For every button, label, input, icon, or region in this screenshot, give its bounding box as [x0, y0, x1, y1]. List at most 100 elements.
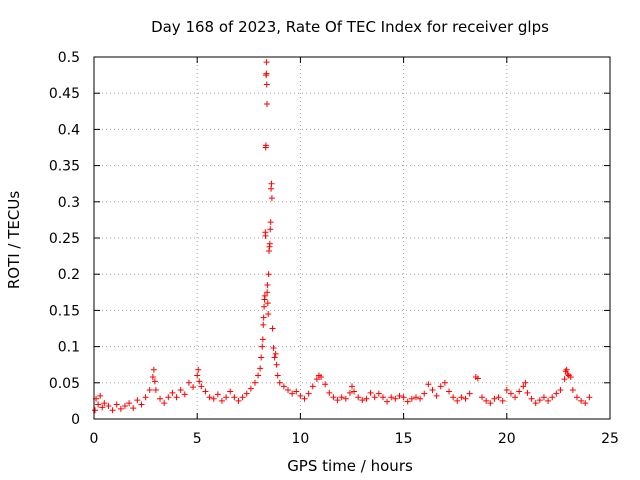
data-point: [185, 379, 192, 386]
data-point: [99, 404, 106, 411]
data-point: [309, 383, 316, 390]
data-point: [567, 374, 574, 381]
data-point: [351, 388, 358, 395]
data-point: [165, 394, 172, 401]
y-axis-label: ROTI / TECUs: [5, 191, 23, 289]
data-point: [507, 390, 514, 397]
data-point: [359, 397, 366, 404]
data-point: [326, 389, 333, 396]
grid-lines: [94, 57, 610, 419]
data-point: [367, 389, 374, 396]
data-point: [198, 383, 205, 390]
data-point: [151, 378, 158, 385]
data-point: [417, 395, 424, 402]
data-point: [274, 372, 281, 379]
data-point: [260, 321, 267, 328]
data-point: [342, 395, 349, 402]
data-point: [334, 397, 341, 404]
data-point: [458, 394, 465, 401]
data-point: [450, 394, 457, 401]
data-point: [134, 397, 141, 404]
data-point: [313, 376, 320, 383]
data-point: [437, 383, 444, 390]
data-point: [495, 394, 502, 401]
data-point: [190, 384, 197, 391]
data-point: [152, 387, 159, 394]
data-point: [138, 401, 145, 408]
data-point: [563, 366, 570, 373]
data-point: [262, 142, 269, 149]
data-point: [553, 390, 560, 397]
data-point: [400, 394, 407, 401]
data-point: [545, 397, 552, 404]
data-point: [479, 394, 486, 401]
data-point: [268, 185, 275, 192]
data-point: [92, 407, 99, 414]
data-point: [101, 400, 108, 407]
data-point: [573, 394, 580, 401]
y-tick-label: 0.45: [49, 86, 80, 102]
data-point: [121, 402, 128, 409]
y-tick-label: 0.3: [58, 195, 80, 211]
data-point: [536, 397, 543, 404]
data-point: [578, 397, 585, 404]
data-point: [206, 394, 213, 401]
data-point: [259, 343, 266, 350]
axis-ticks: [93, 56, 611, 420]
data-point: [105, 402, 112, 409]
data-point: [392, 395, 399, 402]
data-point: [263, 101, 270, 108]
data-point: [272, 350, 279, 357]
data-point: [235, 397, 242, 404]
y-tick-label: 0.15: [49, 303, 80, 319]
data-point: [429, 387, 436, 394]
y-tick-label: 0.4: [58, 122, 80, 138]
y-tick-label: 0.1: [58, 340, 80, 356]
data-point: [262, 232, 269, 239]
data-point: [404, 398, 411, 405]
data-point: [474, 375, 481, 382]
data-point: [214, 391, 221, 398]
data-point: [239, 394, 246, 401]
data-point: [259, 336, 266, 343]
data-point: [363, 395, 370, 402]
data-point: [113, 401, 120, 408]
data-point: [231, 394, 238, 401]
data-point: [157, 395, 164, 402]
data-point: [349, 383, 355, 390]
data-point: [142, 394, 149, 401]
x-tick-label: 20: [498, 431, 516, 447]
data-point: [375, 390, 382, 397]
y-tick-label: 0.25: [49, 231, 80, 247]
data-point: [263, 70, 270, 77]
data-point: [196, 378, 203, 385]
data-point: [202, 388, 209, 395]
data-point: [322, 381, 329, 388]
data-point: [97, 392, 104, 399]
x-axis-label: GPS time / hours: [287, 457, 413, 475]
data-point: [146, 387, 153, 394]
chart-title: Day 168 of 2023, Rate Of TEC Index for r…: [151, 18, 549, 36]
data-point: [161, 400, 168, 407]
data-point: [512, 394, 519, 401]
y-tick-label: 0.05: [49, 376, 80, 392]
data-point: [408, 395, 415, 402]
data-point: [499, 397, 506, 404]
data-point: [388, 394, 395, 401]
data-point: [355, 394, 362, 401]
data-point: [181, 391, 188, 398]
data-point: [149, 374, 156, 381]
data-point: [263, 59, 270, 66]
data-point: [318, 374, 325, 381]
x-tick-labels: 0 5 10 15 20 25: [90, 431, 619, 447]
data-point: [540, 394, 547, 401]
data-point: [371, 394, 378, 401]
data-point: [491, 395, 498, 402]
data-point: [266, 240, 273, 247]
data-point: [251, 379, 258, 386]
data-point: [264, 282, 271, 289]
x-tick-label: 15: [395, 431, 413, 447]
y-tick-label: 0.2: [58, 267, 80, 283]
